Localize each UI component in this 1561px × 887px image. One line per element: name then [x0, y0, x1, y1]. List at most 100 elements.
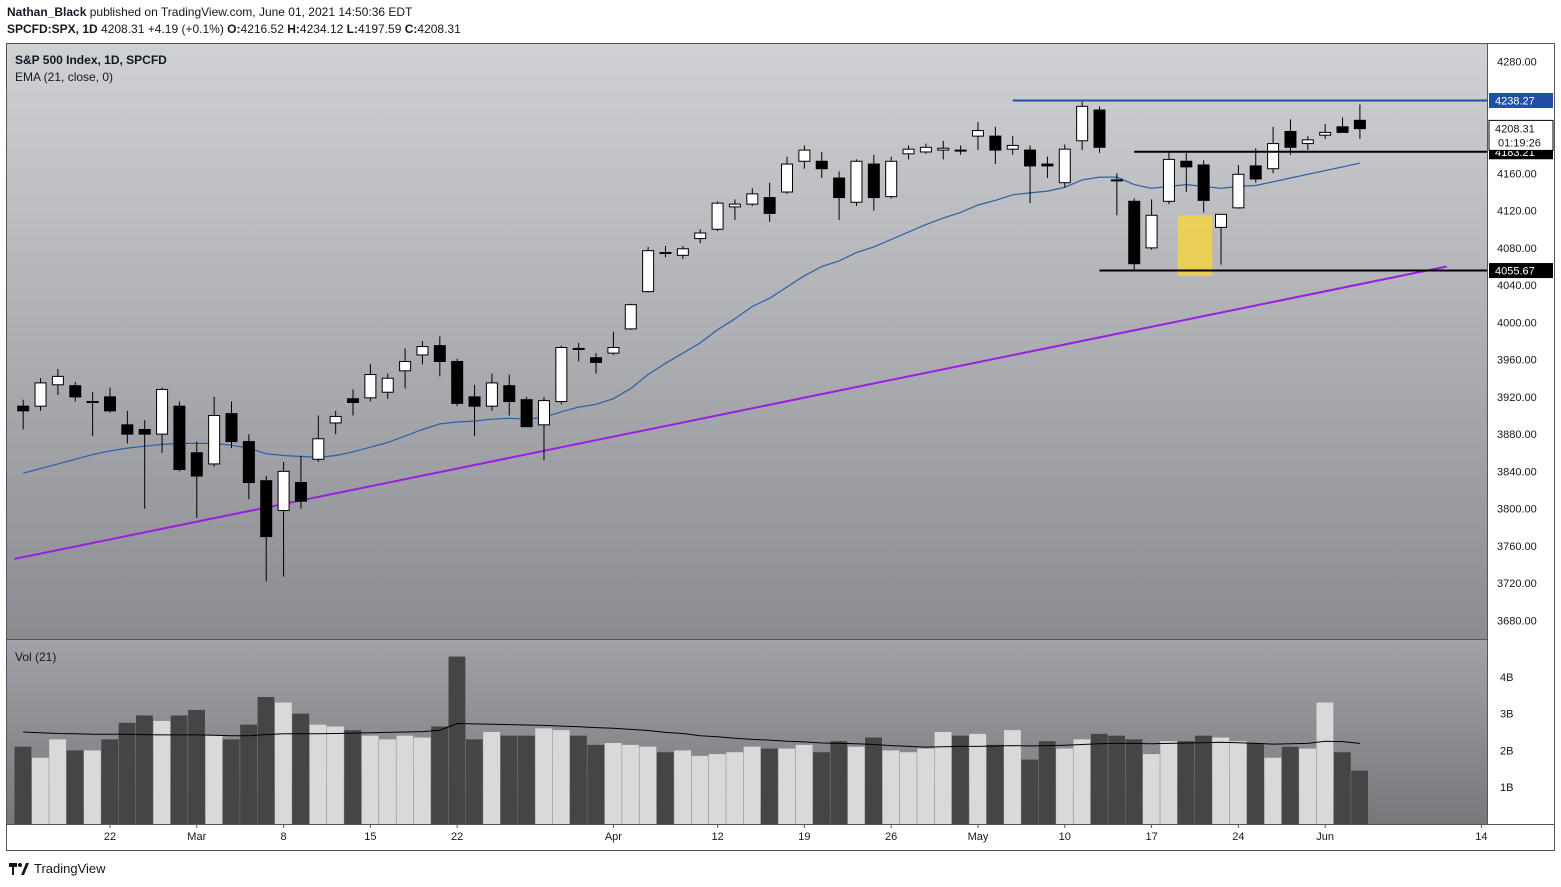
- candle[interactable]: [607, 331, 620, 355]
- volume-bar[interactable]: [656, 752, 674, 824]
- candle[interactable]: [1284, 119, 1297, 155]
- volume-bar[interactable]: [1212, 737, 1230, 824]
- volume-bar[interactable]: [1299, 748, 1316, 824]
- volume-bar[interactable]: [396, 735, 414, 824]
- candle[interactable]: [885, 156, 898, 199]
- candle[interactable]: [1110, 173, 1123, 216]
- volume-bar[interactable]: [778, 748, 796, 824]
- candle[interactable]: [1006, 136, 1019, 155]
- volume-bar[interactable]: [83, 750, 101, 824]
- candle[interactable]: [121, 410, 134, 444]
- volume-bar[interactable]: [1247, 743, 1264, 824]
- volume-bar[interactable]: [344, 730, 362, 824]
- candle[interactable]: [537, 396, 550, 461]
- candle[interactable]: [642, 246, 655, 293]
- candle[interactable]: [451, 358, 464, 407]
- candle[interactable]: [676, 246, 689, 260]
- candle[interactable]: [485, 373, 498, 411]
- volume-bar[interactable]: [847, 746, 865, 824]
- candle[interactable]: [399, 348, 412, 389]
- candle[interactable]: [624, 303, 637, 330]
- volume-bar[interactable]: [813, 752, 830, 824]
- candle[interactable]: [294, 455, 307, 509]
- candle[interactable]: [329, 410, 342, 435]
- volume-bar[interactable]: [865, 737, 882, 824]
- candle[interactable]: [17, 399, 30, 430]
- volume-bar[interactable]: [587, 744, 605, 824]
- candle[interactable]: [260, 476, 273, 582]
- volume-bar[interactable]: [622, 744, 639, 824]
- volume-bar[interactable]: [917, 748, 935, 824]
- candle[interactable]: [919, 143, 932, 154]
- candle[interactable]: [728, 199, 741, 220]
- candle[interactable]: [86, 392, 99, 436]
- candle[interactable]: [1041, 156, 1054, 179]
- candle[interactable]: [1024, 145, 1037, 204]
- volume-bar[interactable]: [552, 730, 570, 824]
- volume-bar[interactable]: [1125, 739, 1143, 824]
- candle[interactable]: [138, 420, 151, 509]
- candle[interactable]: [312, 415, 325, 463]
- volume-bar[interactable]: [257, 697, 275, 824]
- volume-bar[interactable]: [969, 733, 987, 824]
- tradingview-logo[interactable]: TradingView: [9, 861, 106, 876]
- volume-bar[interactable]: [274, 702, 292, 824]
- volume-bar[interactable]: [14, 746, 32, 824]
- volume-bar[interactable]: [292, 713, 310, 824]
- price-axis[interactable]: [1487, 43, 1555, 824]
- volume-bar[interactable]: [361, 735, 379, 824]
- volume-bar[interactable]: [1264, 757, 1282, 824]
- volume-bar[interactable]: [483, 732, 501, 824]
- candle[interactable]: [867, 154, 880, 211]
- volume-bar[interactable]: [309, 724, 327, 824]
- candle[interactable]: [711, 201, 724, 232]
- volume-bar[interactable]: [448, 656, 466, 824]
- candle[interactable]: [659, 246, 672, 258]
- volume-bar[interactable]: [1038, 741, 1056, 824]
- candle[interactable]: [590, 353, 603, 374]
- volume-bar[interactable]: [1351, 770, 1369, 824]
- candle[interactable]: [69, 381, 82, 402]
- candle[interactable]: [103, 387, 116, 413]
- volume-bar[interactable]: [500, 735, 518, 824]
- candle[interactable]: [555, 345, 568, 405]
- candle[interactable]: [503, 374, 516, 416]
- candle[interactable]: [815, 151, 828, 179]
- volume-bar[interactable]: [379, 739, 396, 824]
- volume-bar[interactable]: [830, 741, 848, 824]
- volume-bar[interactable]: [1281, 746, 1299, 824]
- volume-bar[interactable]: [951, 735, 969, 824]
- volume-bar[interactable]: [570, 735, 587, 824]
- volume-bar[interactable]: [1021, 759, 1039, 824]
- author-name[interactable]: Nathan_Black: [7, 5, 87, 19]
- candle[interactable]: [902, 145, 915, 160]
- candle[interactable]: [833, 171, 846, 220]
- candle[interactable]: [1145, 199, 1158, 250]
- candle[interactable]: [173, 401, 186, 472]
- candle[interactable]: [798, 145, 811, 169]
- volume-bar[interactable]: [1056, 748, 1073, 824]
- candle[interactable]: [190, 441, 203, 518]
- volume-bar[interactable]: [465, 739, 483, 824]
- volume-bar[interactable]: [326, 726, 344, 824]
- volume-bar[interactable]: [1160, 741, 1178, 824]
- volume-bar[interactable]: [674, 750, 692, 824]
- volume-bar[interactable]: [882, 750, 900, 824]
- candle[interactable]: [1180, 152, 1193, 192]
- volume-bar[interactable]: [899, 752, 917, 824]
- candle[interactable]: [277, 462, 290, 577]
- candle[interactable]: [1232, 164, 1245, 209]
- volume-bar[interactable]: [1316, 702, 1334, 824]
- candle[interactable]: [694, 229, 707, 244]
- volume-bar[interactable]: [639, 746, 657, 824]
- candle[interactable]: [1319, 124, 1332, 139]
- candle[interactable]: [781, 156, 794, 194]
- volume-bar[interactable]: [934, 732, 952, 824]
- volume-bar[interactable]: [760, 748, 778, 824]
- candle[interactable]: [433, 336, 446, 377]
- volume-bar[interactable]: [118, 722, 136, 824]
- candle[interactable]: [1215, 213, 1228, 265]
- volume-bar[interactable]: [726, 752, 744, 824]
- volume-bar[interactable]: [517, 735, 535, 824]
- volume-bar[interactable]: [604, 743, 622, 824]
